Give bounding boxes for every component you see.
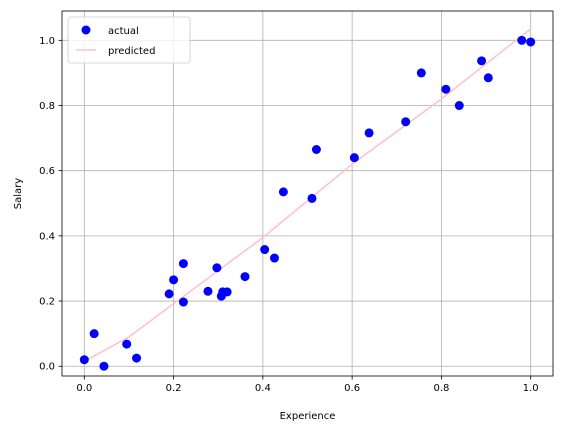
grid [62, 11, 553, 376]
data-point-actual [212, 263, 222, 273]
x-tick-label: 0.4 [255, 383, 271, 394]
data-point-actual [164, 289, 174, 299]
data-point-actual [178, 297, 188, 307]
data-point-actual [89, 329, 99, 339]
data-point-actual [454, 101, 464, 111]
legend-box [67, 16, 191, 64]
x-tick-label: 1.0 [523, 383, 539, 394]
data-point-actual [416, 68, 426, 78]
data-point-actual [364, 128, 374, 138]
x-tick-label: 0.0 [76, 383, 92, 394]
y-tick-label: 1.0 [39, 36, 55, 47]
legend-label-actual: actual [108, 26, 139, 37]
y-axis-label: Salary [13, 178, 24, 209]
data-point-actual [311, 145, 321, 155]
legend-marker-actual [81, 25, 91, 35]
data-point-actual [260, 245, 270, 255]
y-tick-label: 0.8 [39, 101, 55, 112]
ticks: 0.0 0.2 0.4 0.6 0.8 1.0 0.0 0.2 0.4 0.6 0.8 1.0 [39, 36, 539, 394]
data-point-actual [517, 35, 527, 45]
data-point-actual [349, 153, 359, 163]
data-point-actual [169, 275, 179, 285]
data-point-actual [401, 117, 411, 127]
data-point-actual [483, 73, 493, 83]
data-point-actual [203, 286, 213, 296]
predicted-line-layer [83, 28, 532, 362]
actual-points-layer [79, 35, 536, 371]
x-tick-label: 0.6 [344, 383, 360, 394]
data-point-actual [178, 259, 188, 269]
x-tick-label: 0.2 [166, 383, 182, 394]
y-tick-label: 0.2 [39, 297, 55, 308]
data-point-actual [441, 84, 451, 94]
data-point-actual [526, 37, 536, 47]
data-point-actual [222, 287, 232, 297]
x-axis-label: Experience [280, 411, 336, 422]
y-tick-label: 0.6 [39, 166, 55, 177]
data-point-actual [79, 355, 89, 365]
predicted-line [83, 28, 532, 362]
plot-frame [61, 10, 554, 377]
data-point-actual [122, 339, 132, 349]
data-point-actual [99, 361, 109, 371]
data-point-actual [132, 353, 142, 363]
data-point-actual [278, 187, 288, 197]
x-tick-label: 0.8 [433, 383, 449, 394]
y-tick-label: 0.4 [39, 231, 55, 242]
legend-label-predicted: predicted [108, 46, 155, 57]
y-tick-label: 0.0 [39, 362, 55, 373]
data-point-actual [269, 253, 279, 263]
data-point-actual [477, 56, 487, 66]
data-point-actual [307, 193, 317, 203]
data-point-actual [240, 272, 250, 282]
legend: actual predicted [67, 16, 191, 64]
